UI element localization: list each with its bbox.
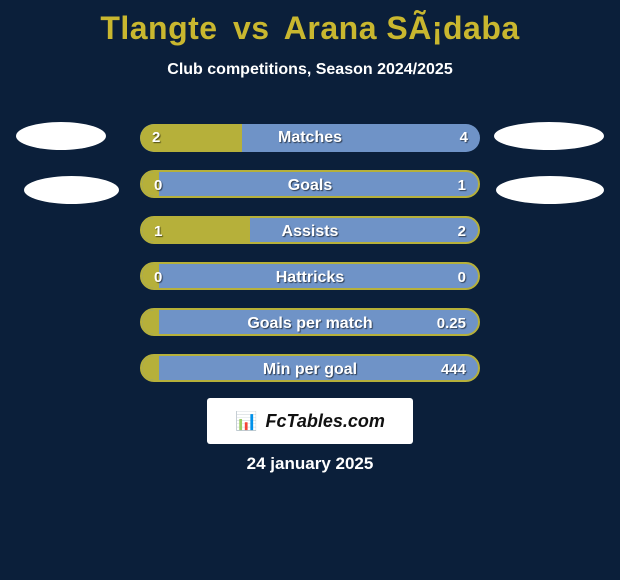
stat-row: 2Matches4 [140, 124, 480, 152]
stat-value-left: 2 [152, 124, 160, 152]
stat-label: Goals per match [142, 310, 478, 336]
stat-value-right: 0.25 [437, 310, 466, 336]
stat-value-right: 1 [458, 172, 466, 198]
decorative-ellipse [16, 122, 106, 150]
stat-row: 0Goals1 [140, 170, 480, 198]
stat-fill-left [142, 310, 159, 334]
title: Tlangte vs Arana SÃ¡daba [0, 0, 620, 47]
decorative-ellipse [496, 176, 604, 204]
stat-value-right: 4 [460, 124, 468, 152]
stat-value-right: 0 [458, 264, 466, 290]
decorative-ellipse [494, 122, 604, 150]
stat-value-left: 0 [154, 172, 162, 198]
date-label: 24 january 2025 [0, 454, 620, 474]
player-right-name: Arana SÃ¡daba [284, 10, 520, 46]
stat-row: 0Hattricks0 [140, 262, 480, 290]
stat-value-right: 2 [458, 218, 466, 244]
stat-value-right: 444 [441, 356, 466, 382]
brand-text: FcTables.com [266, 411, 385, 432]
stat-label: Min per goal [142, 356, 478, 382]
stat-row: 1Assists2 [140, 216, 480, 244]
player-left-name: Tlangte [100, 10, 217, 46]
stat-row: Min per goal444 [140, 354, 480, 382]
stat-label: Hattricks [142, 264, 478, 290]
stat-value-left: 0 [154, 264, 162, 290]
decorative-ellipse [24, 176, 119, 204]
stat-value-left: 1 [154, 218, 162, 244]
stat-label: Goals [142, 172, 478, 198]
vs-text: vs [233, 10, 270, 46]
brand-icon: 📊 [235, 411, 257, 432]
stat-row: Goals per match0.25 [140, 308, 480, 336]
subtitle: Club competitions, Season 2024/2025 [0, 61, 620, 79]
stat-rows: 2Matches40Goals11Assists20Hattricks0Goal… [140, 124, 480, 400]
stat-fill-left [142, 356, 159, 380]
brand-box: 📊 FcTables.com [207, 398, 413, 444]
comparison-card: Tlangte vs Arana SÃ¡daba Club competitio… [0, 0, 620, 580]
